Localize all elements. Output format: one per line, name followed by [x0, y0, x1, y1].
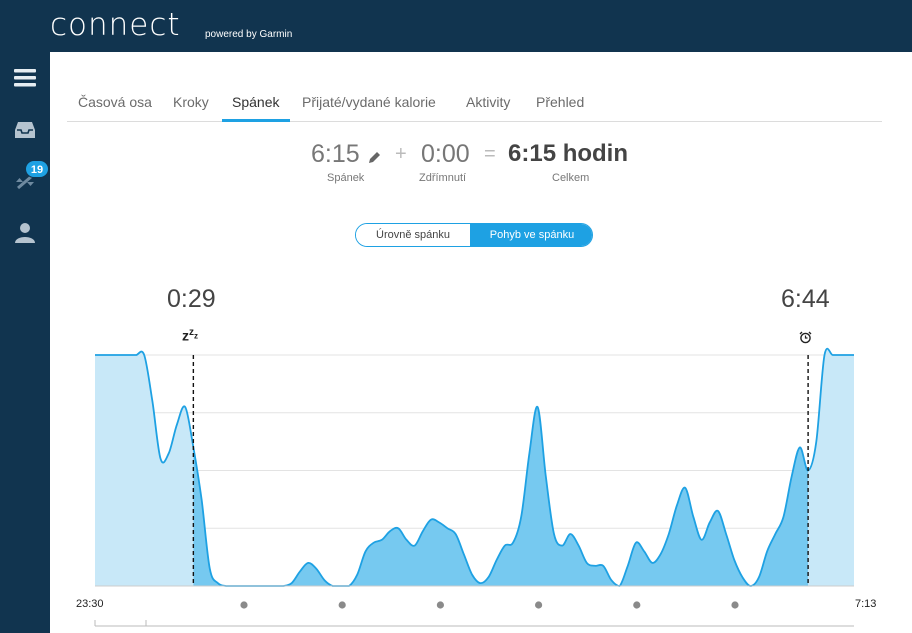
sleep-start-marker: zzz: [182, 327, 198, 344]
tab-timeline[interactable]: Časová osa: [78, 94, 152, 110]
x-axis-dot: [436, 601, 444, 609]
total-sleep-value: 6:15 hodin: [508, 140, 629, 167]
inbox-icon[interactable]: [13, 118, 37, 142]
user-icon[interactable]: [13, 220, 37, 244]
active-tab-indicator: [222, 119, 290, 122]
x-axis-dot: [731, 601, 739, 609]
total-sleep-label: Celkem: [552, 172, 590, 184]
tab-bar: Časová osa Kroky Spánek Přijaté/vydané k…: [67, 82, 882, 122]
alarm-clock-icon: [799, 329, 812, 348]
edit-pencil-icon[interactable]: [368, 149, 381, 168]
sleep-duration-value: 6:15: [311, 140, 360, 168]
x-axis-start-label: 23:30: [76, 598, 104, 610]
sleep-duration-label: Spánek: [327, 172, 365, 184]
movement-line: [95, 347, 854, 587]
chart-grid: [95, 354, 854, 587]
equals-sign: =: [484, 143, 496, 165]
awake-area: [95, 348, 854, 586]
sleep-start-time: 0:29: [167, 285, 216, 313]
sidebar: [0, 52, 50, 633]
x-axis-dots: [240, 601, 739, 609]
sleep-movement-toggle[interactable]: Pohyb ve spánku: [470, 224, 592, 246]
nap-duration-value: 0:00: [421, 140, 470, 168]
plus-sign: +: [395, 143, 407, 165]
tab-steps[interactable]: Kroky: [173, 94, 209, 110]
x-axis-end-label: 7:13: [855, 598, 877, 610]
tab-overview[interactable]: Přehled: [536, 94, 585, 110]
top-header-bar: connect powered by Garmin: [0, 0, 912, 52]
sync-icon[interactable]: [13, 170, 37, 194]
sleep-summary: 6:15 Spánek + 0:00 Zdřímnutí = 6:15 hodi…: [0, 140, 912, 190]
hamburger-menu-icon[interactable]: [13, 66, 37, 90]
tab-sleep[interactable]: Spánek: [232, 94, 280, 110]
x-axis-dot: [240, 601, 248, 609]
tab-activities[interactable]: Aktivity: [466, 94, 511, 110]
sleep-end-time: 6:44: [781, 285, 830, 313]
connect-logo[interactable]: connect: [50, 7, 181, 43]
nap-duration-label: Zdřímnutí: [419, 172, 467, 184]
sleep-levels-toggle[interactable]: Úrovně spánku: [356, 224, 470, 246]
x-axis-dot: [535, 601, 543, 609]
logo-subtitle: powered by Garmin: [205, 29, 293, 40]
sleep-area: [193, 406, 809, 587]
sync-count-badge: 19: [25, 160, 49, 178]
x-axis-dot: [338, 601, 346, 609]
x-axis-dot: [633, 601, 641, 609]
sleep-view-toggle: Úrovně spánku Pohyb ve spánku: [355, 223, 593, 247]
tab-calories[interactable]: Přijaté/vydané kalorie: [302, 94, 436, 110]
